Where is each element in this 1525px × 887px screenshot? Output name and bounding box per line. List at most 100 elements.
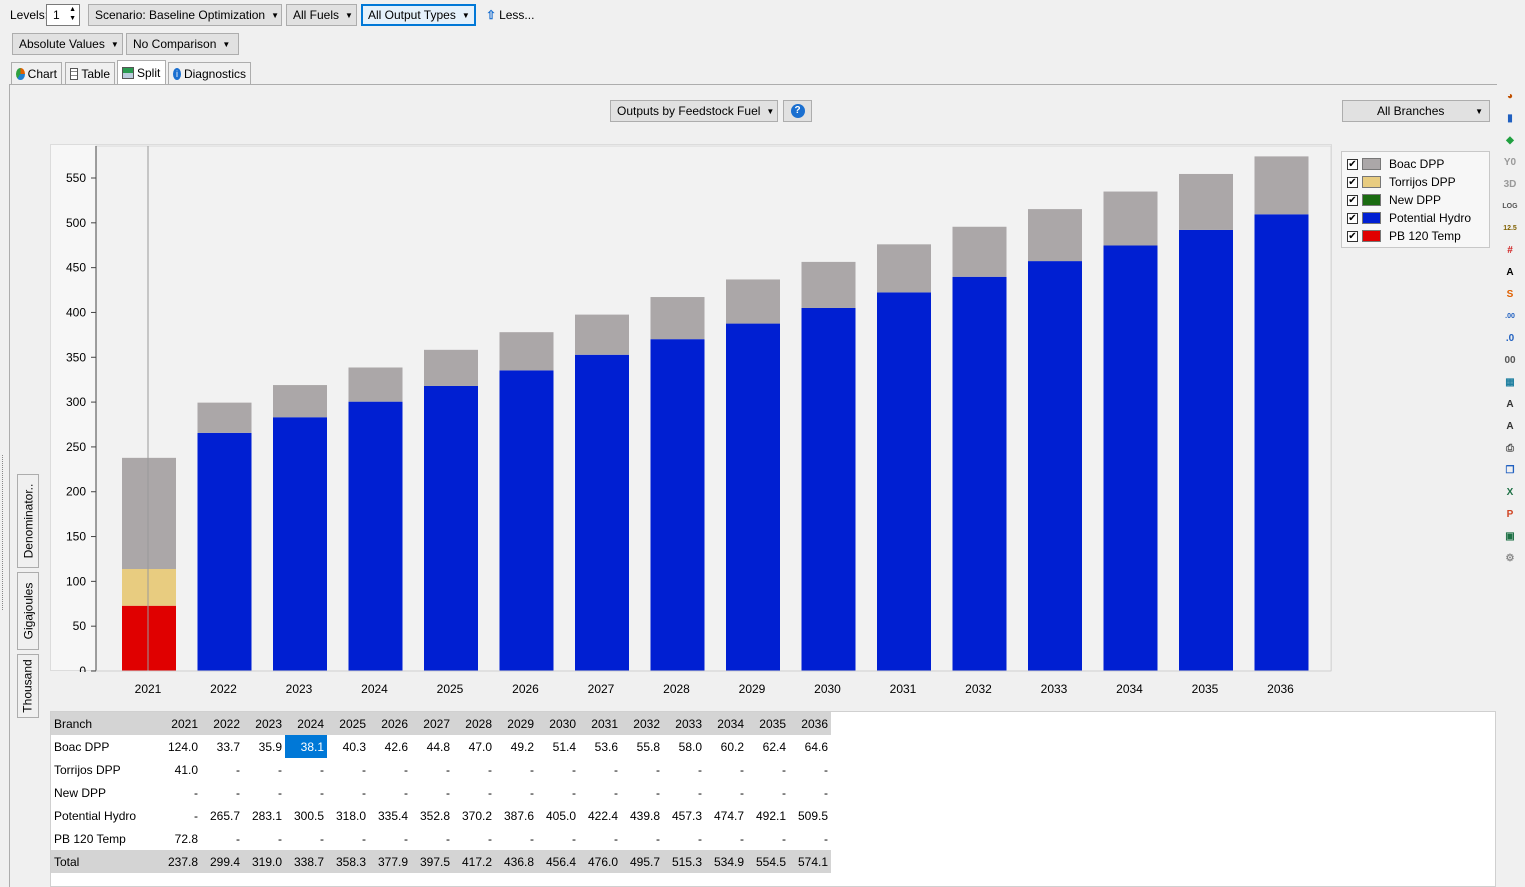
value-cell[interactable]: -: [278, 831, 282, 846]
value-cell[interactable]: 51.4: [552, 739, 576, 754]
value-cell[interactable]: -: [404, 785, 408, 800]
bar-segment[interactable]: [877, 292, 931, 671]
absolute-values-dropdown[interactable]: Absolute Values ▼: [12, 33, 123, 55]
value-cell[interactable]: -: [488, 762, 492, 777]
branch-cell[interactable]: Branch: [51, 712, 159, 735]
legend-item[interactable]: ✔ Torrijos DPP: [1347, 173, 1456, 191]
log-icon[interactable]: LOG: [1502, 202, 1518, 210]
3d-icon[interactable]: 3D: [1503, 178, 1517, 190]
value-cell[interactable]: 53.6: [594, 739, 618, 754]
value-cell[interactable]: 422.4: [587, 808, 618, 823]
settings-wrench-icon[interactable]: ⚙: [1505, 552, 1515, 564]
value-cell[interactable]: 62.4: [762, 739, 786, 754]
bar-segment[interactable]: [801, 261, 856, 308]
value-cell[interactable]: -: [614, 762, 618, 777]
value-cell[interactable]: 41.0: [174, 762, 198, 777]
value-cell[interactable]: -: [194, 808, 198, 823]
bar-segment[interactable]: [726, 279, 780, 324]
comparison-dropdown[interactable]: No Comparison ▼: [126, 33, 239, 55]
value-cell[interactable]: -: [446, 831, 450, 846]
value-cell[interactable]: -: [404, 831, 408, 846]
value-cell[interactable]: -: [740, 762, 744, 777]
decrease-decimals-icon[interactable]: .0: [1505, 332, 1515, 344]
bar-segment[interactable]: [424, 385, 478, 671]
value-cell[interactable]: -: [278, 785, 282, 800]
value-cell[interactable]: 2026: [369, 712, 411, 735]
value-cell[interactable]: -: [572, 785, 576, 800]
value-cell[interactable]: -: [782, 785, 786, 800]
bar-segment[interactable]: [197, 432, 252, 671]
bar-segment[interactable]: [1028, 261, 1082, 671]
tab-table[interactable]: Table: [65, 62, 115, 84]
value-cell[interactable]: 60.2: [720, 739, 744, 754]
bar-segment[interactable]: [650, 339, 705, 671]
legend-checkbox[interactable]: ✔: [1347, 176, 1358, 188]
bar-segment[interactable]: [348, 401, 403, 671]
value-cell[interactable]: 35.9: [258, 739, 282, 754]
value-cell[interactable]: 283.1: [251, 808, 282, 823]
value-cell[interactable]: -: [320, 831, 324, 846]
bar-segment[interactable]: [726, 323, 780, 671]
bar-segment[interactable]: [1179, 229, 1233, 671]
value-cell[interactable]: -: [446, 762, 450, 777]
bar-segment[interactable]: [575, 354, 629, 671]
value-cell[interactable]: -: [194, 785, 198, 800]
background-icon[interactable]: ▦: [1505, 376, 1515, 388]
value-cell[interactable]: 55.8: [636, 739, 660, 754]
branches-dropdown[interactable]: All Branches ▼: [1342, 100, 1490, 122]
bar-segment[interactable]: [499, 332, 554, 371]
value-cell[interactable]: 456.4: [537, 850, 579, 873]
stack-icon[interactable]: S: [1506, 288, 1514, 300]
value-cell[interactable]: 64.6: [804, 739, 828, 754]
chart-type-icon[interactable]: ◕: [1506, 90, 1514, 102]
value-cell[interactable]: -: [362, 762, 366, 777]
value-cell[interactable]: -: [530, 831, 534, 846]
legend-item[interactable]: ✔ Potential Hydro: [1347, 209, 1471, 227]
bar-segment[interactable]: [952, 226, 1007, 277]
value-cell[interactable]: 2025: [327, 712, 369, 735]
value-cell[interactable]: -: [362, 785, 366, 800]
y0-icon[interactable]: Y0: [1503, 156, 1517, 168]
value-cell[interactable]: -: [320, 762, 324, 777]
value-cell[interactable]: 534.9: [705, 850, 747, 873]
value-cell[interactable]: 436.8: [495, 850, 537, 873]
value-cell[interactable]: 2028: [453, 712, 495, 735]
bar-segment[interactable]: [1103, 191, 1158, 246]
value-cell[interactable]: 370.2: [461, 808, 492, 823]
value-cell[interactable]: -: [278, 762, 282, 777]
bar-segment[interactable]: [197, 402, 252, 433]
value-cell[interactable]: -: [236, 785, 240, 800]
value-cell[interactable]: 300.5: [293, 808, 324, 823]
value-cell[interactable]: 335.4: [377, 808, 408, 823]
value-cell[interactable]: -: [824, 785, 828, 800]
value-cell[interactable]: 58.0: [678, 739, 702, 754]
area-chart-icon[interactable]: ◆: [1506, 134, 1514, 146]
value-cell[interactable]: -: [488, 785, 492, 800]
bar-segment[interactable]: [273, 385, 327, 418]
value-cell[interactable]: -: [572, 762, 576, 777]
value-cell[interactable]: 319.0: [243, 850, 285, 873]
legend-item[interactable]: ✔ New DPP: [1347, 191, 1441, 209]
value-cell[interactable]: 2036: [789, 712, 831, 735]
save-icon[interactable]: ▣: [1505, 530, 1515, 542]
bar-segment[interactable]: [1254, 156, 1309, 215]
value-cell[interactable]: -: [446, 785, 450, 800]
value-cell[interactable]: -: [782, 762, 786, 777]
value-cell[interactable]: 44.8: [426, 739, 450, 754]
bar-segment[interactable]: [1179, 173, 1233, 230]
bar-segment[interactable]: [650, 297, 705, 340]
splitter-handle[interactable]: [2, 455, 8, 610]
branch-cell[interactable]: Boac DPP: [54, 739, 110, 754]
value-cell[interactable]: 2029: [495, 712, 537, 735]
value-cell[interactable]: -: [404, 762, 408, 777]
bar-segment[interactable]: [348, 367, 403, 402]
value-cell[interactable]: 574.1: [789, 850, 831, 873]
data-labels-icon[interactable]: 12.5: [1503, 224, 1517, 232]
value-cell[interactable]: 2034: [705, 712, 747, 735]
powerpoint-icon[interactable]: P: [1506, 508, 1514, 520]
increase-decimals-icon[interactable]: .00: [1505, 312, 1515, 320]
value-cell[interactable]: 405.0: [545, 808, 576, 823]
bar-segment[interactable]: [1028, 209, 1082, 262]
less-button[interactable]: ⇧ Less...: [479, 4, 537, 26]
grid-icon[interactable]: #: [1507, 244, 1513, 256]
